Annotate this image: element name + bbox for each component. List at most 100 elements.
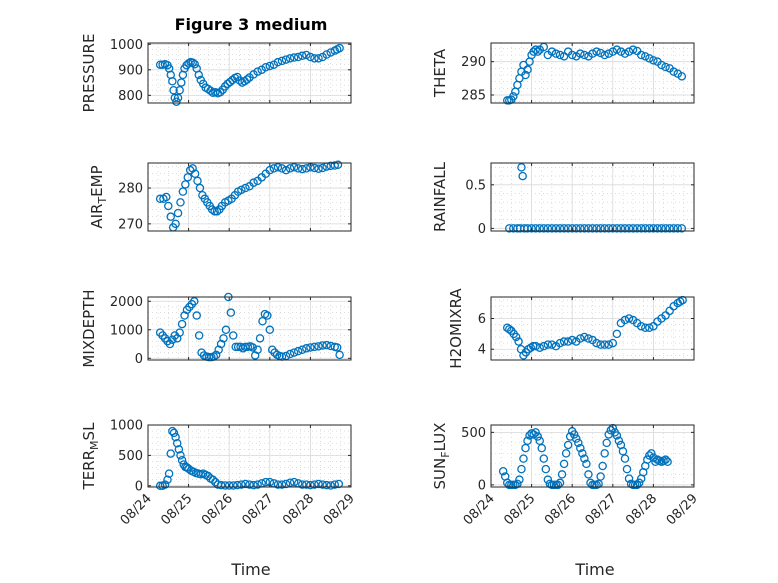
data-point (547, 340, 557, 349)
data-point (521, 443, 530, 453)
y-axis-label: H2OMIXRA (447, 288, 465, 369)
data-point (206, 86, 215, 95)
series-markers (155, 292, 344, 362)
data-point (335, 43, 344, 53)
x-tick-label: 08/26 (542, 491, 579, 528)
data-point (269, 164, 279, 173)
x-tick-label: 08/26 (199, 491, 236, 528)
data-point (677, 72, 687, 81)
data-point (306, 480, 315, 490)
data-point (517, 163, 526, 172)
data-point (551, 49, 561, 58)
data-point (310, 163, 319, 173)
data-point (273, 57, 283, 67)
data-point (559, 459, 569, 469)
series-markers (155, 43, 344, 106)
y-axis-label: SUNFLUX (431, 423, 452, 490)
data-point (277, 164, 287, 173)
data-point (253, 67, 262, 76)
data-point (612, 329, 622, 339)
data-point (519, 454, 528, 463)
y-tick-label: 270 (118, 217, 143, 232)
data-point (661, 62, 670, 72)
data-point (265, 165, 275, 175)
data-point (624, 224, 634, 233)
data-point (509, 92, 518, 101)
data-point (576, 49, 585, 58)
data-point (531, 341, 540, 351)
data-point (229, 331, 238, 340)
data-point (576, 224, 585, 233)
data-point (557, 470, 567, 479)
data-point (253, 480, 262, 489)
data-point (580, 454, 589, 463)
subplot-mixdepth: 0 1000 2000 MIXDEPTH (80, 289, 352, 368)
x-tick-label: 08/25 (501, 491, 538, 528)
data-point (523, 436, 532, 446)
series-markers (498, 423, 672, 490)
data-point (249, 480, 258, 490)
data-point (302, 344, 311, 353)
data-point (322, 50, 331, 59)
data-point (248, 343, 257, 352)
series-markers (155, 160, 343, 232)
data-point (194, 331, 204, 340)
x-axis-label-left: Time (230, 560, 270, 579)
data-point (584, 334, 593, 343)
data-point (318, 480, 327, 489)
data-point (289, 348, 299, 357)
data-point (170, 93, 180, 103)
data-point (258, 316, 267, 326)
data-point (302, 164, 311, 173)
data-point (559, 224, 569, 233)
data-point (224, 481, 234, 490)
data-point (622, 464, 632, 474)
data-point (514, 337, 523, 346)
data-point (569, 430, 579, 439)
data-point (211, 350, 221, 360)
subplot-theta: 285 290 THETA (431, 42, 695, 105)
y-tick-label: 500 (461, 426, 486, 441)
data-point (330, 161, 340, 170)
data-point (521, 70, 530, 80)
data-point (498, 466, 508, 476)
data-point (567, 335, 577, 345)
y-axis-label: PRESSURE (80, 34, 98, 113)
data-point (281, 479, 291, 489)
data-point (175, 328, 184, 337)
data-point (253, 345, 262, 354)
data-point (600, 340, 609, 349)
data-point (277, 56, 287, 66)
data-point (164, 201, 173, 211)
data-point (555, 338, 565, 348)
data-point (634, 478, 644, 488)
data-point (677, 224, 687, 233)
data-point (173, 93, 183, 103)
data-point (563, 337, 573, 346)
y-tick-label: 280 (118, 182, 143, 197)
data-point (216, 88, 225, 97)
data-point (166, 212, 175, 221)
data-point (588, 224, 597, 233)
data-point (604, 49, 613, 58)
data-point (543, 475, 553, 484)
data-point (241, 479, 250, 489)
data-point (194, 70, 203, 80)
data-point (665, 224, 674, 233)
data-point (188, 58, 197, 67)
data-point (596, 472, 605, 481)
data-point (584, 224, 593, 233)
data-point (175, 85, 184, 95)
y-tick-label: 1000 (110, 323, 143, 338)
data-point (306, 343, 315, 352)
y-tick-label: 285 (461, 89, 486, 104)
data-point (608, 338, 618, 348)
axes-box (490, 296, 695, 361)
data-point (535, 343, 544, 352)
axes-box (147, 162, 352, 232)
data-point (539, 341, 549, 351)
data-point (192, 311, 201, 320)
subplot-h2omixra: 4 6 H2OMIXRA (447, 288, 695, 369)
data-point (285, 164, 295, 173)
